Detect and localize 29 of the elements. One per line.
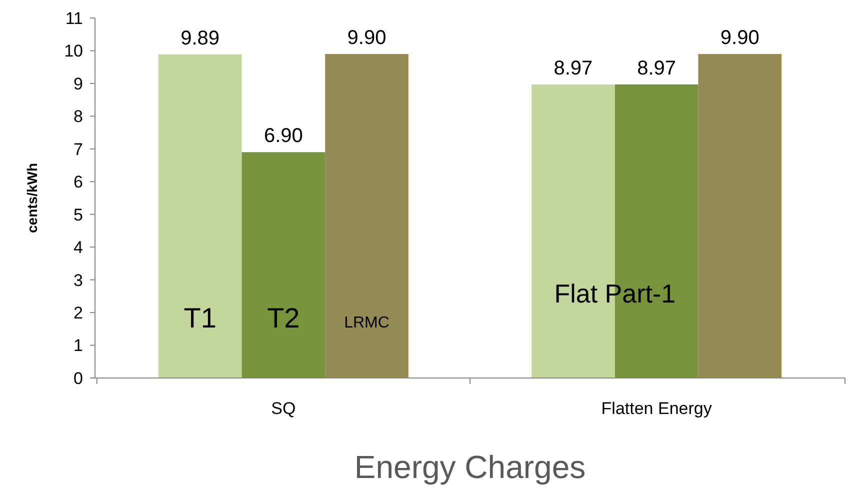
series-label: LRMC bbox=[344, 314, 390, 332]
bar bbox=[158, 54, 242, 378]
series-label: T2 bbox=[267, 302, 300, 334]
y-tick-label: 9 bbox=[74, 74, 83, 94]
text: Energy Charges bbox=[354, 449, 586, 485]
y-axis-title: cents/kWh bbox=[24, 162, 40, 234]
y-tick-label: 4 bbox=[74, 238, 83, 258]
y-tick-label: 0 bbox=[74, 368, 83, 388]
y-tick-label: 11 bbox=[65, 8, 83, 28]
data-label: 9.89 bbox=[180, 27, 220, 50]
y-tick-label: 3 bbox=[74, 270, 83, 290]
data-label: 8.97 bbox=[637, 57, 676, 80]
data-label: 6.90 bbox=[264, 125, 303, 148]
data-label: 8.97 bbox=[554, 57, 593, 80]
bar bbox=[242, 152, 326, 378]
data-label: 9.90 bbox=[347, 27, 386, 49]
y-tick-label: 10 bbox=[64, 42, 83, 61]
y-tick-label: 6 bbox=[74, 172, 83, 192]
x-tick-label: Flatten Energy bbox=[601, 399, 712, 418]
y-tick-label: 5 bbox=[74, 205, 83, 224]
bar bbox=[698, 54, 782, 378]
y-tick-label: 7 bbox=[74, 140, 83, 159]
y-tick-label: 1 bbox=[74, 336, 83, 356]
data-label: 9.90 bbox=[720, 27, 760, 49]
series-label: T1 bbox=[184, 302, 216, 334]
x-tick-label: SQ bbox=[271, 399, 296, 418]
y-tick-label: 2 bbox=[74, 303, 83, 322]
y-tick-label: 8 bbox=[74, 107, 83, 126]
bar bbox=[325, 54, 408, 378]
